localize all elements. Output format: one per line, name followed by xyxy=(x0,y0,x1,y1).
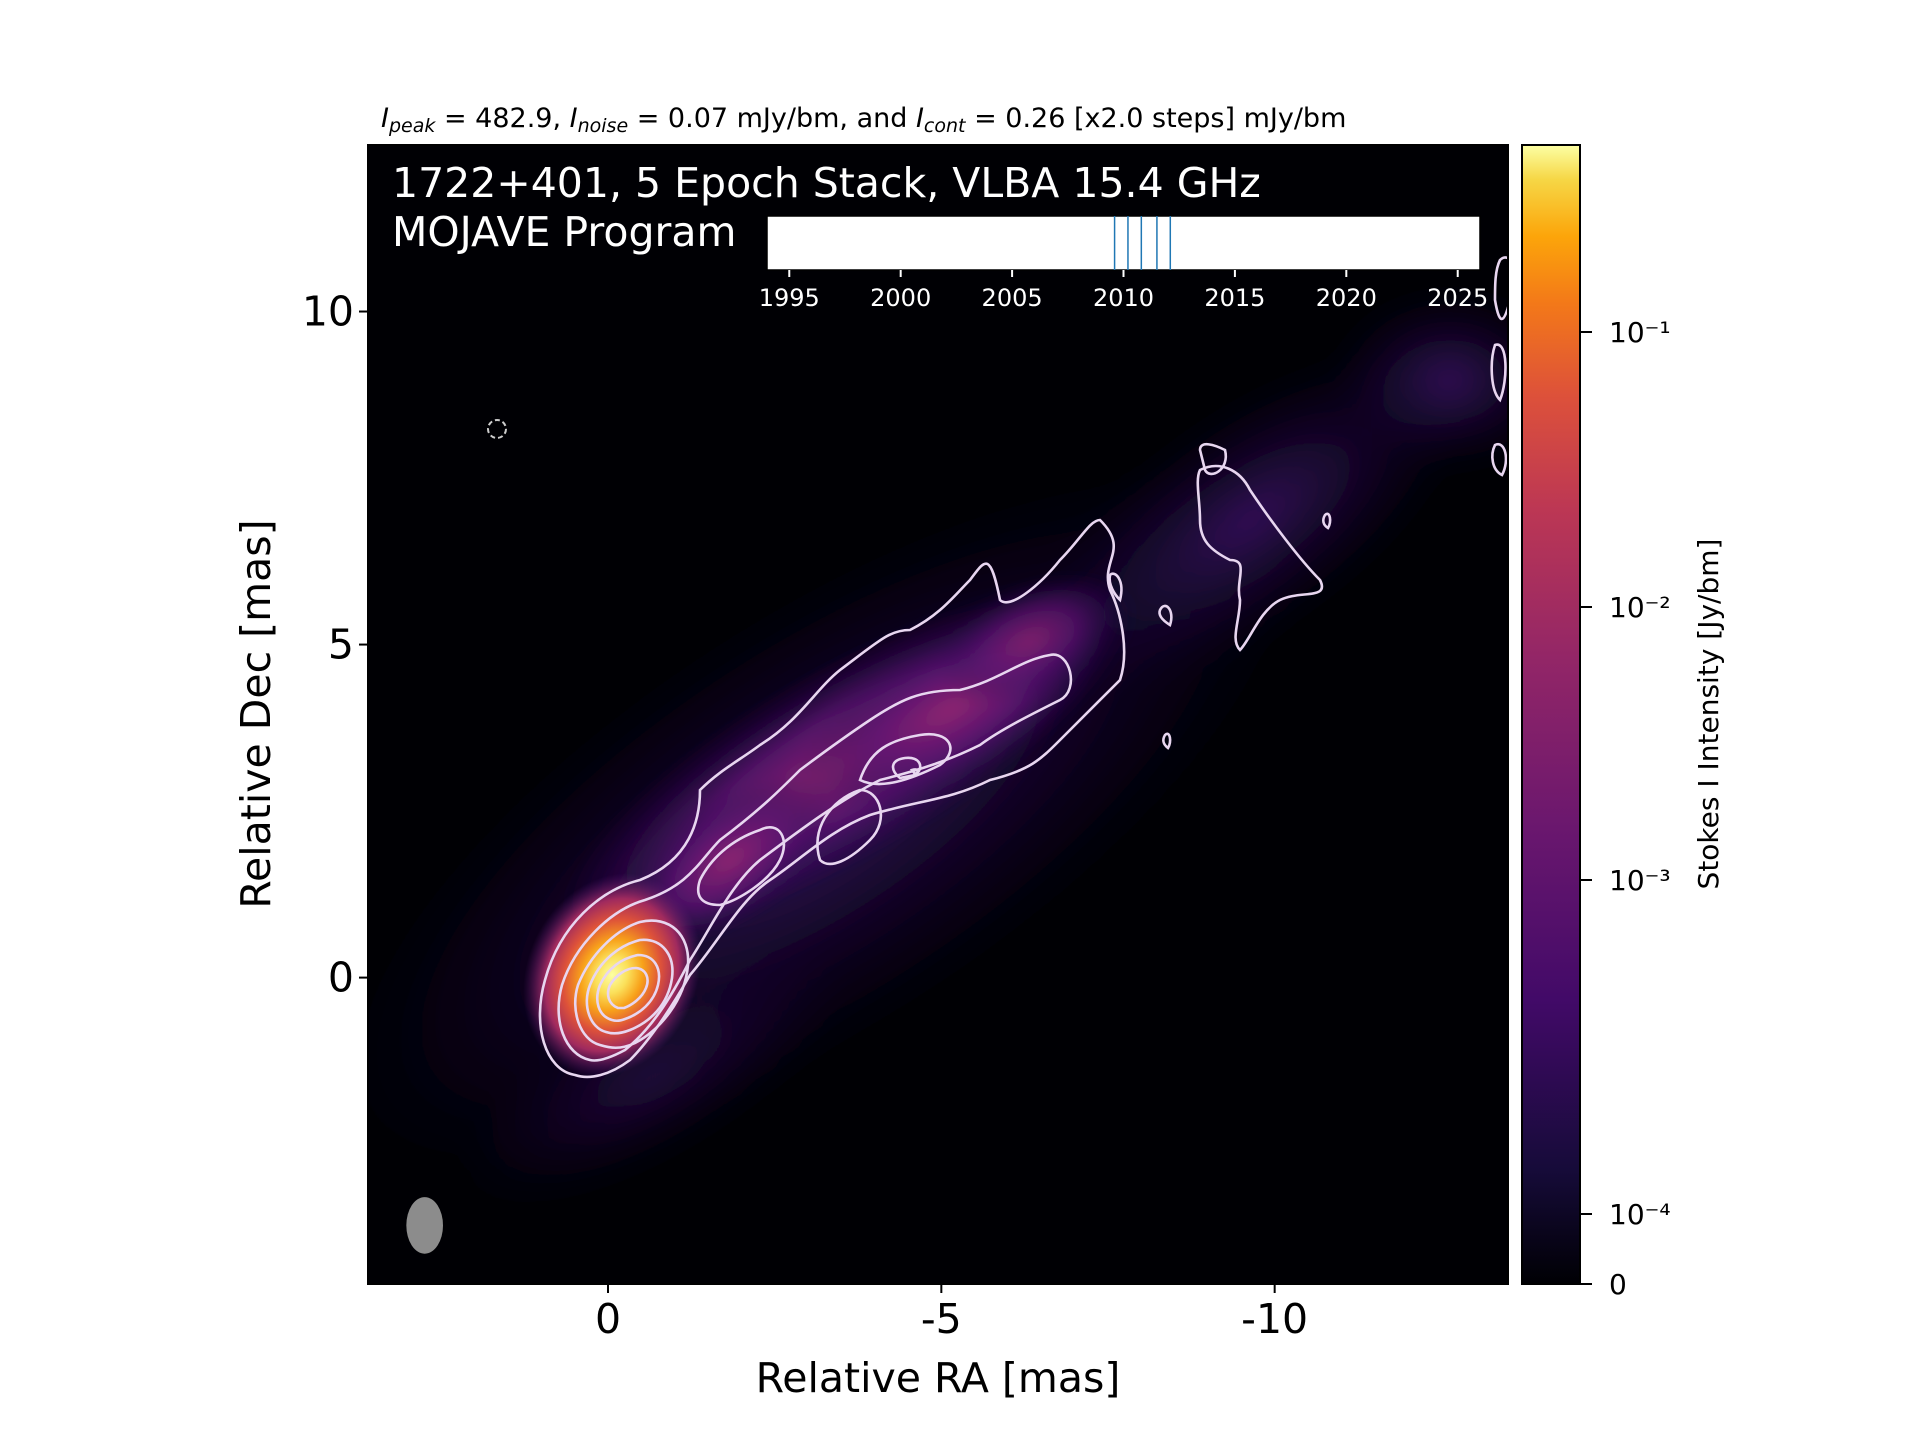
timeline-tick-label-3: 2010 xyxy=(1093,284,1154,312)
timeline-tick-label-0: 1995 xyxy=(759,284,820,312)
timeline-tick-label-5: 2020 xyxy=(1316,284,1377,312)
y-axis: 0 5 10 xyxy=(302,288,368,1002)
cbar-tick-label-4: 10⁻¹ xyxy=(1609,316,1671,349)
cbar-tick-label-0: 0 xyxy=(1609,1268,1627,1301)
y-axis-label: Relative Dec [mas] xyxy=(232,519,280,908)
restoring-beam xyxy=(406,1197,443,1254)
timeline-ticks: 1995 2000 2005 2010 2015 2020 2025 xyxy=(759,270,1488,312)
contours xyxy=(538,256,1508,1079)
timeline-epochs xyxy=(1113,216,1172,270)
timeline-tick-label-1: 2000 xyxy=(870,284,931,312)
colorbar-gradient xyxy=(1521,144,1581,1285)
y-tick-label-1: 5 xyxy=(328,621,354,669)
image-stats-header: Ipeak = 482.9, Inoise = 0.07 mJy/bm, and… xyxy=(381,103,1346,137)
colorbar-label: Stokes I Intensity [Jy/bm] xyxy=(1692,539,1725,890)
x-axis: 0 -5 -10 xyxy=(595,1284,1308,1343)
timeline-tick-label-6: 2025 xyxy=(1427,284,1488,312)
plot-title-line2: MOJAVE Program xyxy=(392,208,736,256)
intensity-image: 1722+401, 5 Epoch Stack, VLBA 15.4 GHz M… xyxy=(368,145,1508,1284)
cbar-tick-label-3: 10⁻² xyxy=(1609,591,1671,624)
colorbar: 0 10⁻⁴ 10⁻³ 10⁻² 10⁻¹ Stokes I Intensity [Jy… xyxy=(1521,144,1725,1301)
negative-contour xyxy=(487,419,507,439)
x-tick-label-0: 0 xyxy=(595,1295,621,1343)
x-axis-label: Relative RA [mas] xyxy=(756,1354,1121,1402)
cbar-tick-label-1: 10⁻⁴ xyxy=(1609,1198,1671,1231)
image-frame xyxy=(367,144,1509,1285)
x-tick-label-1: -5 xyxy=(921,1295,962,1343)
jet-emission xyxy=(560,574,1140,945)
epoch-timeline: 1995 2000 2005 2010 2015 2020 2025 xyxy=(759,215,1488,312)
timeline-tick-label-4: 2015 xyxy=(1204,284,1265,312)
y-tick-label-2: 10 xyxy=(302,288,354,336)
timeline-tick-label-2: 2005 xyxy=(982,284,1043,312)
plot-title-line1: 1722+401, 5 Epoch Stack, VLBA 15.4 GHz xyxy=(392,159,1261,207)
colorbar-ticks: 0 10⁻⁴ 10⁻³ 10⁻² 10⁻¹ xyxy=(1580,316,1671,1301)
y-tick-label-0: 0 xyxy=(328,954,354,1002)
cbar-tick-label-2: 10⁻³ xyxy=(1609,864,1671,897)
timeline-box xyxy=(766,215,1481,271)
x-tick-label-2: -10 xyxy=(1241,1295,1308,1343)
